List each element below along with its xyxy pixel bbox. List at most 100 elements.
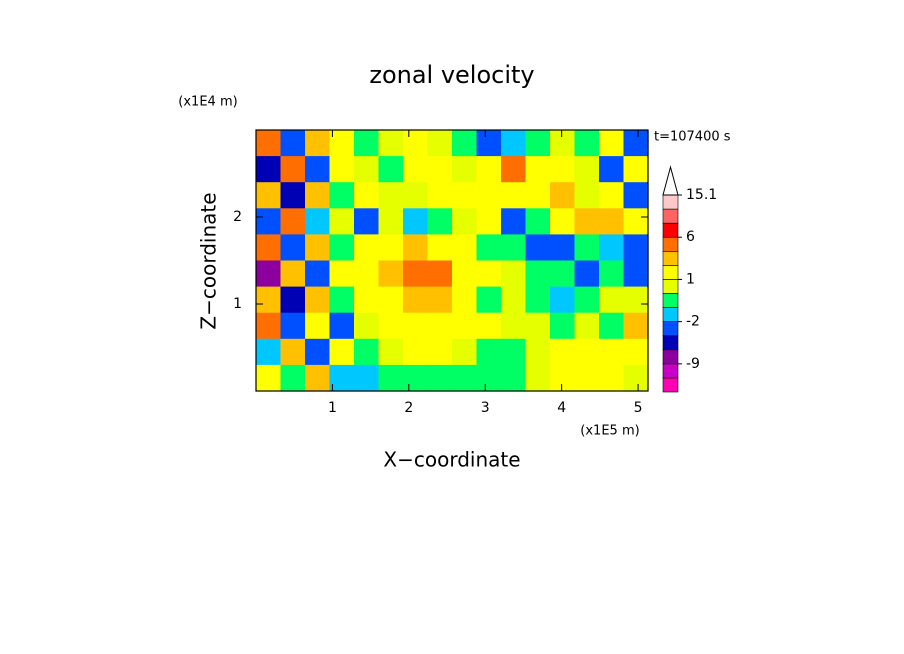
contour-cell (550, 130, 576, 157)
contour-cell (476, 234, 502, 262)
chart-title: zonal velocity (369, 61, 534, 89)
contour-cell (378, 208, 404, 235)
contour-cell (280, 286, 306, 314)
contour-cell (354, 234, 380, 262)
colorbar-swatch (662, 363, 679, 379)
contour-cell (599, 312, 625, 340)
time-annotation: t=107400 s (654, 130, 731, 145)
contour-cell (599, 338, 625, 366)
plot-frame (255, 129, 649, 392)
contour-cell (354, 182, 380, 209)
contour-cell (280, 364, 306, 392)
contour-cell (378, 312, 404, 340)
contour-cell (403, 286, 429, 314)
contour-cell (403, 208, 429, 235)
contour-cell (280, 338, 306, 366)
contour-cell (623, 286, 649, 314)
contour-cell (305, 208, 331, 235)
contour-cell (525, 312, 551, 340)
contour-cell (476, 364, 502, 392)
colorbar-swatch (662, 293, 679, 308)
contour-cell (305, 260, 331, 288)
contour-cell (501, 156, 527, 183)
contour-cell (574, 260, 600, 288)
contour-cell (403, 182, 429, 209)
contour-cell (305, 156, 331, 183)
contour-cell (329, 286, 355, 314)
contour-cell (378, 338, 404, 366)
contour-cell (574, 338, 600, 366)
contour-cell (452, 338, 478, 366)
contour-cell (427, 338, 453, 366)
contour-cell (574, 182, 600, 209)
contour-cell (501, 260, 527, 288)
contour-cell (525, 156, 551, 183)
colorbar-swatch (662, 265, 679, 280)
contour-cell (403, 338, 429, 366)
contour-cell (525, 234, 551, 262)
colorbar-tick-label: -2 (686, 314, 700, 330)
y-unit: (x1E4 m) (178, 95, 237, 110)
contour-cell (574, 156, 600, 183)
contour-cell (574, 234, 600, 262)
contour-cell (329, 156, 355, 183)
contour-cell (476, 208, 502, 235)
contour-cell (623, 364, 649, 392)
contour-cell (354, 208, 380, 235)
contour-cell (452, 312, 478, 340)
contour-cell (525, 182, 551, 209)
colorbar-swatch (662, 279, 679, 294)
contour-cell (525, 208, 551, 235)
contour-cell (525, 286, 551, 314)
contour-cell (550, 208, 576, 235)
contour-cell (525, 364, 551, 392)
contour-cell (550, 182, 576, 209)
contour-cell (599, 234, 625, 262)
contour-cell (256, 364, 282, 392)
contour-cell (476, 130, 502, 157)
colorbar-swatch (662, 321, 679, 337)
contour-cell (550, 156, 576, 183)
x-axis-label: X−coordinate (383, 448, 520, 472)
contour-cell (256, 286, 282, 314)
colorbar-swatch (662, 307, 679, 322)
contour-cell (574, 130, 600, 157)
contour-cell (452, 234, 478, 262)
colorbar-tick-label: 6 (686, 229, 695, 245)
contour-cell (305, 182, 331, 209)
contour-cell (501, 338, 527, 366)
contour-cell (599, 286, 625, 314)
contour-cell (280, 208, 306, 235)
contour-cell (452, 182, 478, 209)
contour-cell (525, 130, 551, 157)
colorbar-swatch (662, 194, 679, 210)
contour-cell (427, 208, 453, 235)
contour-cell (329, 208, 355, 235)
colorbar-tick-label: 15.1 (686, 187, 717, 203)
contour-cell (476, 338, 502, 366)
contour-cell (574, 364, 600, 392)
contour-cell (574, 208, 600, 235)
contour-cell (550, 338, 576, 366)
contour-cell (403, 260, 429, 288)
contour-cell (305, 338, 331, 366)
contour-cell (501, 130, 527, 157)
contour-cell (599, 130, 625, 157)
contour-cell (452, 208, 478, 235)
contour-cell (501, 208, 527, 235)
contour-cell (305, 130, 331, 157)
contour-cell (599, 208, 625, 235)
contour-cell (280, 130, 306, 157)
contour-cell (427, 182, 453, 209)
contour-cell (525, 338, 551, 366)
contour-cell (452, 130, 478, 157)
contour-cell (550, 312, 576, 340)
contour-cell (378, 260, 404, 288)
contour-cell (354, 338, 380, 366)
contour-cell (256, 156, 282, 183)
contour-cell (280, 156, 306, 183)
contour-cell (305, 364, 331, 392)
contour-cell (525, 260, 551, 288)
contour-cell (574, 286, 600, 314)
